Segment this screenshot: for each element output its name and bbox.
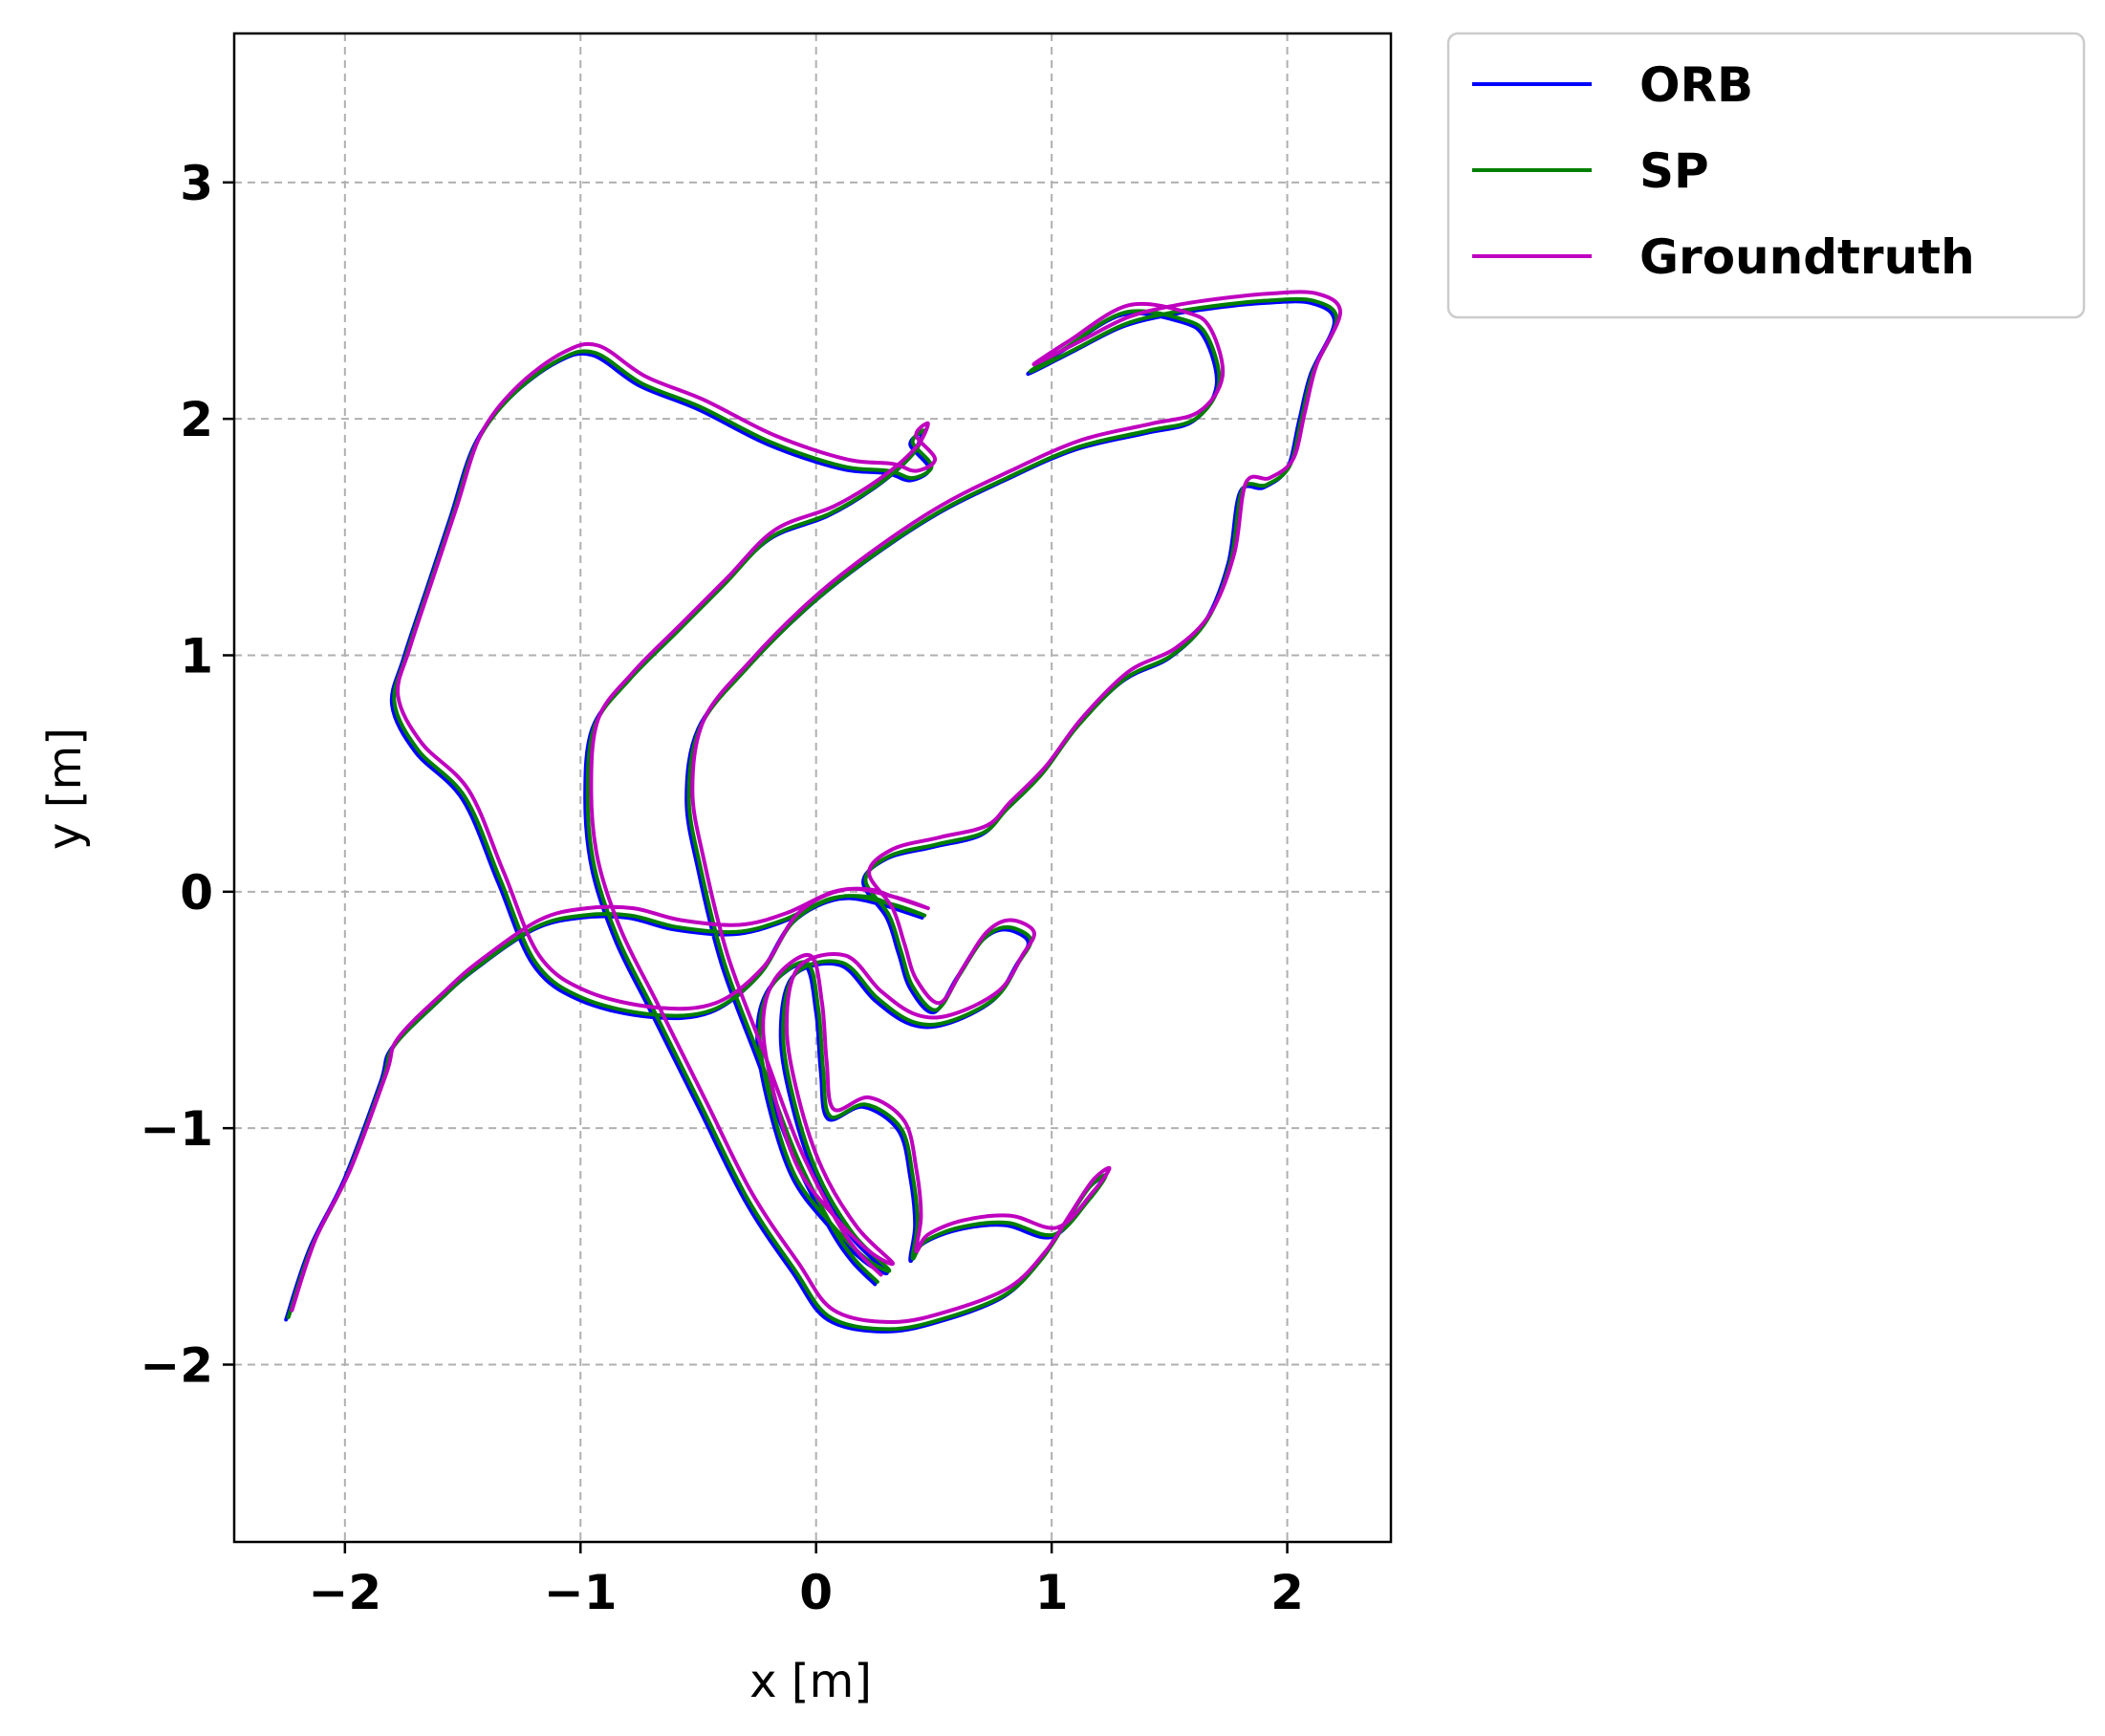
legend: ORB SP Groundtruth [1446, 32, 2086, 319]
y-axis: −2 −1 0 1 2 3 [140, 156, 234, 1393]
series-group [284, 290, 1342, 1334]
x-tick-label: 1 [1035, 1565, 1069, 1620]
legend-label-orb: ORB [1639, 57, 1753, 113]
legend-label-sp: SP [1639, 143, 1709, 199]
x-tick-label: −2 [308, 1565, 381, 1620]
y-tick-label: 1 [180, 628, 213, 684]
y-tick-label: 2 [180, 392, 213, 447]
x-tick-label: −1 [544, 1565, 618, 1620]
x-axis-label: x [m] [749, 1655, 872, 1708]
y-axis-label: y [m] [38, 727, 92, 850]
y-tick-label: 0 [180, 865, 213, 921]
plot-frame [232, 32, 1393, 1544]
y-tick-label: −2 [140, 1337, 213, 1393]
grid [234, 33, 1391, 1542]
y-tick-label: 3 [180, 156, 213, 211]
x-tick-label: 2 [1270, 1565, 1304, 1620]
series-line-groundtruth [290, 290, 1342, 1324]
x-tick-label: 0 [799, 1565, 833, 1620]
y-tick-label: −1 [140, 1101, 213, 1157]
legend-frame [1446, 32, 2086, 319]
x-axis: −2 −1 0 1 2 [308, 1542, 1304, 1620]
legend-label-groundtruth: Groundtruth [1639, 229, 1975, 285]
series-line-sp [286, 296, 1339, 1332]
